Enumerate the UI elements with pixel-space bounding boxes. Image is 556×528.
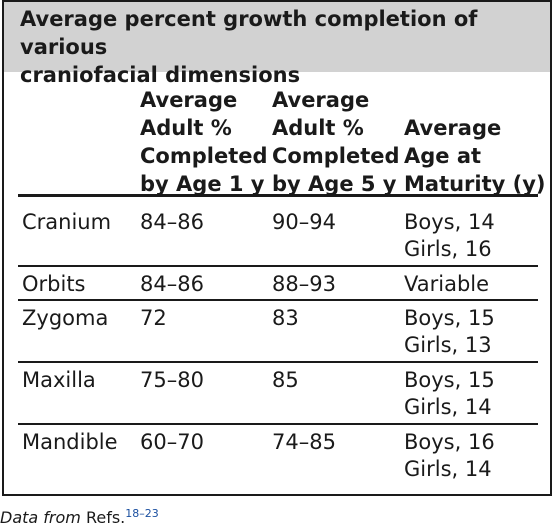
cell-maxilla-age5: 85 [272,368,299,392]
cell-mandible-age1: 60–70 [140,430,204,454]
header-maturity: Average Age at Maturity (y) [404,114,546,198]
header-age-1-line: Average [140,88,238,112]
footnote-refs-label: Refs. [85,508,126,527]
header-rule [18,194,538,197]
maturity-line: Girls, 16 [404,237,492,261]
maturity-line: Variable [404,272,490,296]
cell-orbits-age5: 88–93 [272,272,336,296]
table-title-line-1: Average percent growth completion of var… [20,7,478,59]
maturity-line: Boys, 15 [404,368,495,392]
maturity-line: Boys, 16 [404,430,495,454]
maturity-line: Girls, 13 [404,333,492,357]
header-age-5-line: Average [272,88,370,112]
header-age-5-line: Adult % [272,116,364,140]
row-rule [18,361,538,363]
cell-mandible-maturity: Boys, 16 Girls, 14 [404,429,495,483]
header-maturity-line: Age at [404,144,482,168]
row-rule [18,265,538,267]
header-age-5-line: by Age 5 y [272,172,397,196]
header-age-5-line: Completed [272,144,400,168]
maturity-line: Girls, 14 [404,457,492,481]
row-label-mandible: Mandible [22,430,118,454]
header-age-1-line: by Age 1 y [140,172,265,196]
cell-mandible-age5: 74–85 [272,430,336,454]
cell-maxilla-maturity: Boys, 15 Girls, 14 [404,367,495,421]
footnote-prefix: Data from [0,508,81,527]
cell-cranium-maturity: Boys, 14 Girls, 16 [404,209,495,263]
cell-zygoma-age5: 83 [272,306,299,330]
row-label-zygoma: Zygoma [22,306,109,330]
table-title-bar: Average percent growth completion of var… [4,2,550,87]
cell-zygoma-age1: 72 [140,306,167,330]
table-title-line-2: craniofacial dimensions [20,63,301,87]
header-age-1-line: Completed [140,144,268,168]
row-label-cranium: Cranium [22,210,112,234]
header-age-5: Average Adult % Completed by Age 5 y [272,86,400,198]
footnote-refs-link[interactable]: 18–23 [125,507,159,520]
growth-table: Average percent growth completion of var… [2,0,552,496]
header-age-1-line: Adult % [140,116,232,140]
cell-orbits-maturity: Variable [404,271,489,298]
cell-cranium-age5: 90–94 [272,210,336,234]
row-label-maxilla: Maxilla [22,368,96,392]
source-footnote: Data from Refs.18–23 [0,504,159,528]
header-maturity-line: Average [404,116,502,140]
maturity-line: Boys, 14 [404,210,495,234]
row-rule [18,299,538,301]
cell-orbits-age1: 84–86 [140,272,204,296]
header-maturity-line: Maturity (y) [404,172,546,196]
cell-cranium-age1: 84–86 [140,210,204,234]
row-rule [18,423,538,425]
maturity-line: Girls, 14 [404,395,492,419]
cell-maxilla-age1: 75–80 [140,368,204,392]
cell-zygoma-maturity: Boys, 15 Girls, 13 [404,305,495,359]
maturity-line: Boys, 15 [404,306,495,330]
row-label-orbits: Orbits [22,272,86,296]
table-title: Average percent growth completion of var… [20,5,550,89]
header-age-1: Average Adult % Completed by Age 1 y [140,86,268,198]
